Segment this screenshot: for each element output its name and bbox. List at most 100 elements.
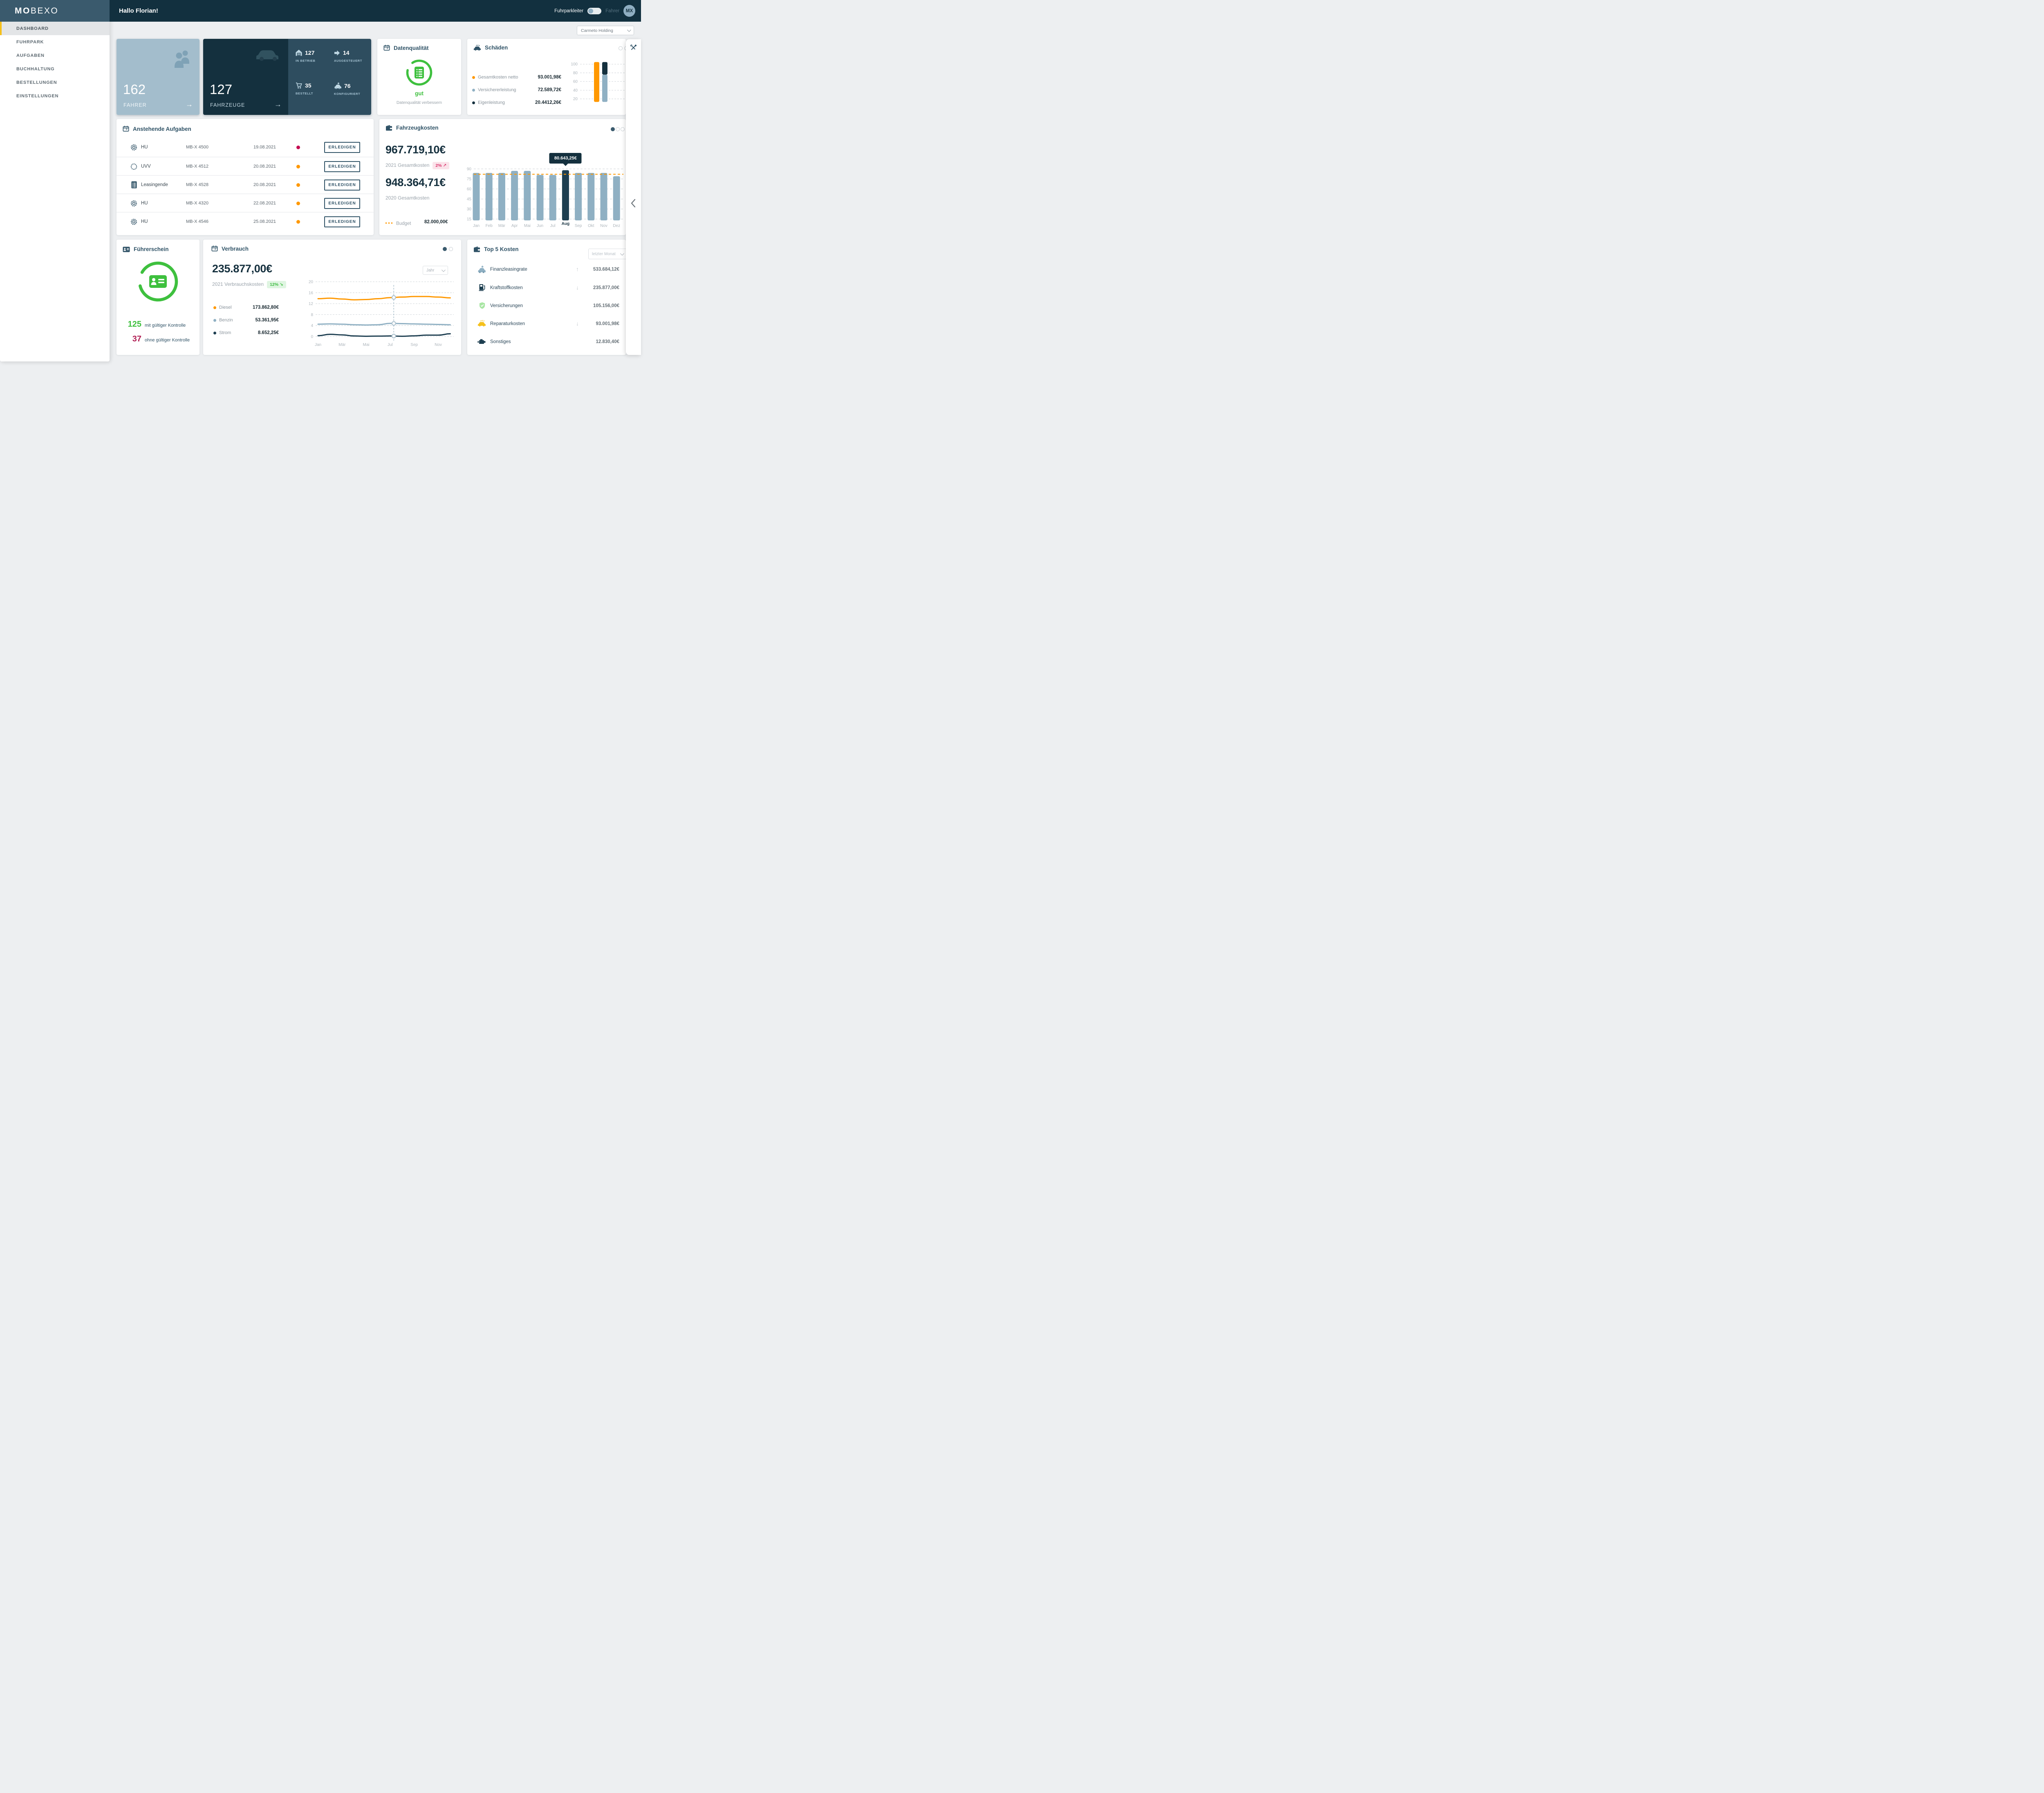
company-select[interactable]: Carmeto Holding [577, 26, 634, 35]
sidebar-item-aufgaben[interactable]: AUFGABEN [0, 49, 110, 62]
pagination-dot[interactable] [616, 127, 620, 131]
legend-item-benzin: Benzin 53.361,95€ [213, 318, 279, 323]
fahrzeuge-card[interactable]: 127 FAHRZEUGE → 127 IN BETRIEB 14 AUSGES… [203, 39, 371, 115]
tools-icon[interactable] [630, 44, 637, 51]
sidebar-item-label: DASHBOARD [16, 26, 49, 31]
cost-label: Reparaturkosten [490, 321, 525, 326]
data-quality-link[interactable]: Datenqualität verbessern [396, 101, 442, 105]
fahrzeugkosten-bar-chart: 15 30 45 60 75 90 Jan Feb Mär Apr Mai Jun Jul Aug Sep O… [467, 167, 623, 228]
legend-item-versichererleistung: Versichererleistung 72.589,72€ [472, 88, 561, 92]
table-row: UVV MB-X 4512 20.08.2021 ERLEDIGEN [117, 157, 374, 176]
pagination-dot[interactable] [443, 247, 447, 251]
erledigen-button[interactable]: ERLEDIGEN [324, 161, 360, 172]
sidebar-item-bestellungen[interactable]: BESTELLUNGEN [0, 76, 110, 89]
top-header: Hallo Florian! Fuhrparkleiter Fahrer MX [110, 0, 641, 22]
erledigen-button[interactable]: ERLEDIGEN [324, 216, 360, 227]
cost-label: Versicherungen [490, 303, 523, 308]
erledigen-button[interactable]: ERLEDIGEN [324, 142, 360, 153]
sidebar-item-fuhrpark[interactable]: FUHRPARK [0, 35, 110, 49]
aufgaben-card: Anstehende Aufgaben HU MB-X 4500 19.08.2… [117, 119, 374, 235]
chevron-down-icon [441, 267, 446, 272]
erledigen-button[interactable]: ERLEDIGEN [324, 198, 360, 209]
fahrer-card[interactable]: 162 FAHRER → [117, 39, 199, 115]
cost-label: Finanzleasingrate [490, 267, 527, 272]
period-select[interactable]: Jahr [423, 266, 448, 275]
task-date: 22.08.2021 [253, 201, 276, 206]
sidebar-item-label: BESTELLUNGEN [16, 80, 57, 85]
pagination-dot[interactable] [449, 247, 453, 251]
svg-text:Mär: Mär [498, 224, 506, 228]
task-plate: MB-X 4546 [186, 219, 209, 224]
svg-text:Jun: Jun [537, 224, 543, 228]
chart-tooltip: 80.643,25€ [549, 153, 582, 166]
verbrauch-line-chart: 0 4 8 12 16 20 Jan Mär Mai Jul Sep Nov [309, 280, 454, 347]
task-plate: MB-X 4528 [186, 182, 209, 187]
task-date: 20.08.2021 [253, 164, 276, 169]
erledigen-button[interactable]: ERLEDIGEN [324, 180, 360, 191]
task-type: Leasingende [141, 182, 168, 187]
table-row: HU MB-X 4546 25.08.2021 ERLEDIGEN [117, 212, 374, 231]
logo-light: BEXO [30, 6, 59, 16]
sidebar-item-dashboard[interactable]: DASHBOARD [0, 22, 110, 35]
calendar-icon [211, 245, 218, 251]
svg-text:Dez: Dez [613, 224, 620, 228]
sidebar-item-einstellungen[interactable]: EINSTELLUNGEN [0, 89, 110, 103]
garage-icon [296, 49, 302, 56]
pagination-dot[interactable] [621, 127, 625, 131]
arrow-right-icon[interactable]: → [186, 100, 193, 108]
svg-text:40: 40 [573, 88, 578, 93]
cost-value: 12.830,40€ [596, 339, 619, 344]
svg-text:Nov: Nov [435, 343, 442, 347]
svg-text:0: 0 [311, 335, 313, 339]
avatar[interactable]: MX [623, 5, 635, 17]
sidebar: MO BEXO DASHBOARD FUHRPARK AUFGABEN BUCHH… [0, 0, 110, 361]
sign-out-icon [334, 50, 340, 56]
stat-label: AUSGESTEUERT [334, 59, 362, 63]
status-dot-due [296, 202, 300, 205]
legend-dot [472, 76, 475, 79]
pagination-dot[interactable] [624, 46, 626, 50]
car-icon [256, 50, 278, 61]
car-star-icon [334, 82, 341, 89]
svg-text:Okt: Okt [588, 224, 594, 228]
task-type: HU [141, 219, 148, 224]
svg-text:60: 60 [467, 187, 472, 192]
invalid-license-row: 37 ohne gültiger Kontrolle [127, 334, 190, 344]
pagination-dot[interactable] [619, 46, 623, 50]
company-select-value: Carmeto Holding [581, 28, 613, 33]
license-ring [138, 261, 178, 302]
table-row: HU MB-X 4500 19.08.2021 ERLEDIGEN [117, 138, 374, 157]
task-type: HU [141, 145, 148, 150]
pagination-dot[interactable] [611, 127, 615, 131]
trend-badge-down: 12% ↘ [267, 281, 286, 288]
cost-value: 93.001,98€ [596, 321, 619, 326]
car-star-icon [478, 265, 486, 273]
legend-value: 93.001,98€ [538, 75, 561, 80]
svg-text:100: 100 [571, 62, 578, 67]
sidebar-item-buchhaltung[interactable]: BUCHHALTUNG [0, 62, 110, 76]
legend-item-eigenleistung: Eigenleistung 20.4412,26€ [472, 100, 561, 105]
svg-text:Sep: Sep [575, 224, 582, 228]
legend-label: Versichererleistung [478, 88, 516, 92]
svg-text:Mär: Mär [338, 343, 346, 347]
svg-text:Mai: Mai [363, 343, 370, 347]
arrow-right-icon[interactable]: → [274, 100, 282, 108]
task-type: HU [141, 201, 148, 206]
gear-icon [131, 219, 137, 225]
valid-license-row: 125 mit gültiger Kontrolle [127, 320, 186, 329]
card-title-text: Verbrauch [222, 245, 249, 252]
cost-value: 235.877,00€ [593, 285, 619, 290]
budget-dash-icon [385, 222, 392, 224]
gear-icon [131, 144, 137, 150]
budget-label: Budget [396, 221, 411, 226]
arrow-down-icon: ↓ [576, 320, 579, 327]
legend-label: Benzin [219, 318, 233, 323]
card-title-text: Top 5 Kosten [484, 246, 519, 252]
chevron-left-icon[interactable] [630, 199, 636, 208]
id-card-icon [149, 275, 167, 288]
role-toggle[interactable] [587, 7, 602, 14]
period-select[interactable]: letzter Monat [588, 249, 626, 259]
svg-text:Apr: Apr [511, 224, 518, 228]
svg-text:75: 75 [467, 177, 472, 182]
verbrauch-card: Verbrauch 235.877,00€ 2021 Verbrauchskos… [203, 240, 461, 355]
